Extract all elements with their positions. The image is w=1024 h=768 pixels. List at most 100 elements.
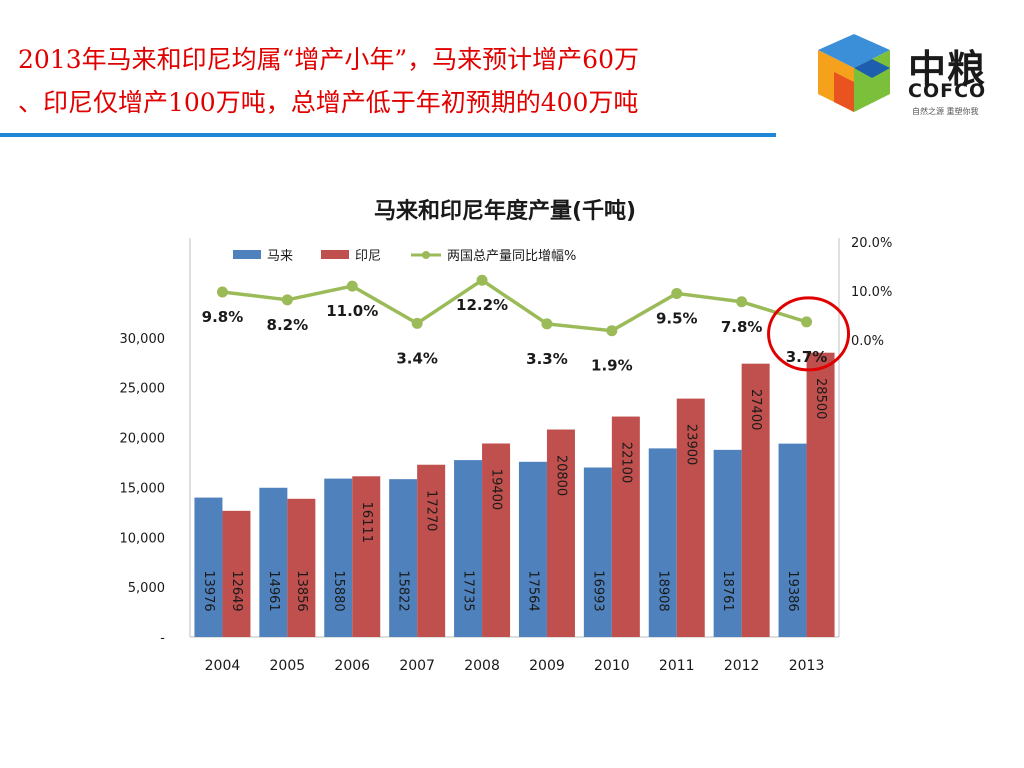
cofco-logo: 中粮 COFCO 自然之源 重塑你我 [804, 28, 1016, 120]
y-tick-label: 5,000 [128, 581, 165, 596]
bar-indonesia [222, 510, 251, 637]
legend-label-indonesia: 印尼 [355, 249, 381, 264]
bar-malaysia [648, 448, 677, 637]
headline-line-1: 2013年马来和印尼均属“增产小年”，马来预计增产60万 [18, 45, 639, 74]
bar-indonesia [806, 352, 835, 637]
bar-label-malaysia: 16993 [590, 570, 605, 611]
bar-label-malaysia: 18908 [655, 570, 670, 611]
bar-malaysia [583, 467, 612, 637]
bar-label-indonesia: 17270 [424, 490, 439, 531]
bar-indonesia [352, 476, 381, 637]
bar-label-indonesia: 20800 [553, 455, 568, 496]
x-tick-label: 2010 [594, 658, 630, 674]
growth-point [801, 316, 813, 328]
x-tick-label: 2013 [789, 658, 825, 674]
growth-point [346, 280, 358, 292]
bar-indonesia [546, 429, 575, 637]
bar-label-malaysia: 15822 [396, 570, 411, 611]
bar-malaysia [389, 479, 418, 637]
growth-label: 8.2% [267, 316, 309, 334]
y-tick-label: 15,000 [120, 481, 166, 496]
y-tick-label: 30,000 [120, 332, 166, 347]
cofco-cube-icon [818, 34, 890, 112]
chart-svg: 马来和印尼年度产量(千吨) 马来 印尼 两国总产量同比增幅% - 5,000 10,… [120, 198, 893, 674]
bar-label-indonesia: 23900 [683, 424, 698, 465]
bar-indonesia [482, 443, 511, 637]
x-tick-label: 2012 [724, 658, 760, 674]
growth-point [216, 286, 228, 298]
bar-label-indonesia: 13856 [294, 570, 309, 611]
highlight-circle [767, 296, 851, 372]
growth-point [671, 287, 683, 299]
x-tick-label: 2005 [270, 658, 306, 674]
x-tick-label: 2009 [529, 658, 565, 674]
bar-indonesia [417, 464, 446, 637]
growth-label: 3.4% [396, 349, 438, 367]
bar-malaysia [778, 443, 807, 637]
bar-malaysia [194, 497, 223, 637]
growth-point [411, 317, 423, 329]
bar-malaysia [713, 449, 742, 637]
bar-malaysia [324, 478, 353, 637]
legend-swatch-indonesia [321, 250, 349, 259]
chart-title: 马来和印尼年度产量(千吨) [374, 198, 636, 224]
headline-line-2: 、印尼仅增产100万吨，总增产低于年初预期的400万吨 [18, 88, 639, 117]
bar-label-malaysia: 15880 [331, 570, 346, 611]
bar-indonesia [287, 498, 316, 637]
growth-point [476, 274, 488, 286]
x-tick-label: 2007 [399, 658, 435, 674]
headline-divider [0, 133, 776, 137]
bar-label-indonesia: 28500 [813, 378, 828, 419]
growth-point [606, 325, 618, 337]
growth-point [736, 296, 748, 308]
growth-label: 3.7% [786, 348, 828, 366]
headline: 2013年马来和印尼均属“增产小年”，马来预计增产60万 、印尼仅增产100万吨… [18, 38, 808, 124]
growth-label: 9.8% [202, 308, 244, 326]
bar-label-malaysia: 17735 [461, 570, 476, 611]
bar-malaysia [259, 487, 288, 637]
growth-label: 12.2% [456, 296, 508, 314]
logo-cn-text: 中粮 [908, 47, 987, 91]
growth-label: 3.3% [526, 350, 568, 368]
bar-label-indonesia: 12649 [229, 570, 244, 611]
x-tick-label: 2004 [205, 658, 241, 674]
y2-tick-label: 20.0% [851, 236, 892, 251]
growth-line [222, 278, 808, 333]
growth-point [281, 294, 293, 306]
y2-tick-label: 10.0% [851, 285, 892, 300]
production-chart: 马来和印尼年度产量(千吨) 马来 印尼 两国总产量同比增幅% - 5,000 10,… [95, 180, 915, 680]
x-tick-label: 2011 [659, 658, 695, 674]
x-tick-label: 2008 [464, 658, 500, 674]
legend-swatch-malaysia [233, 250, 261, 259]
bar-indonesia [611, 416, 640, 637]
bar-indonesia [676, 398, 705, 637]
logo-tagline: 自然之源 重塑你我 [912, 107, 979, 116]
logo-en-text: COFCO [908, 80, 987, 102]
bar-label-indonesia: 27400 [748, 389, 763, 430]
growth-label: 1.9% [591, 357, 633, 375]
legend-marker-growth [422, 251, 430, 259]
bar-label-indonesia: 19400 [489, 469, 504, 510]
legend-label-growth: 两国总产量同比增幅% [447, 249, 576, 264]
bar-label-malaysia: 14961 [266, 570, 281, 611]
bar-label-malaysia: 18761 [720, 570, 735, 611]
y-tick-label: 20,000 [120, 432, 166, 447]
bar-label-indonesia: 22100 [618, 442, 633, 483]
y-tick-label: 10,000 [120, 531, 166, 546]
bar-indonesia [741, 363, 770, 637]
growth-label: 7.8% [721, 318, 763, 336]
growth-label: 11.0% [326, 302, 378, 320]
bar-malaysia [454, 460, 483, 637]
growth-label: 9.5% [656, 309, 698, 327]
x-tick-label: 2006 [334, 658, 370, 674]
legend-label-malaysia: 马来 [267, 249, 293, 264]
bar-label-indonesia: 16111 [359, 502, 374, 543]
y2-tick-label: 0.0% [851, 334, 884, 349]
growth-point [541, 318, 553, 330]
y-tick-label: - [160, 631, 165, 646]
legend: 马来 印尼 两国总产量同比增幅% [233, 249, 576, 264]
bar-malaysia [518, 461, 547, 637]
bar-label-malaysia: 13976 [201, 570, 216, 611]
bar-label-malaysia: 19386 [785, 570, 800, 611]
bar-label-malaysia: 17564 [525, 570, 540, 611]
